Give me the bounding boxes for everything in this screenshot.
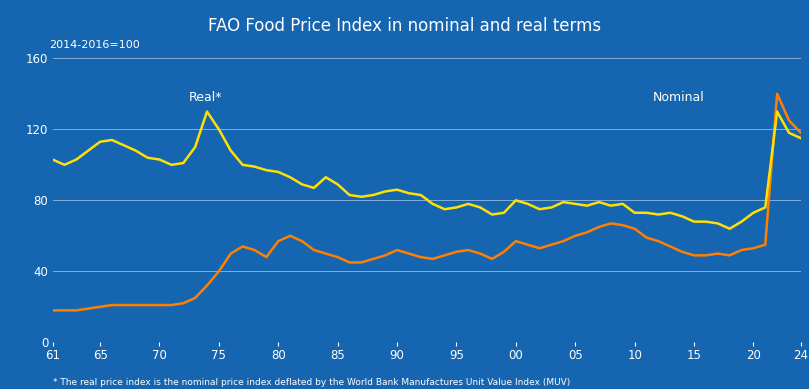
Text: 2014-2016=100: 2014-2016=100 xyxy=(49,40,140,50)
Text: Real*: Real* xyxy=(189,91,222,104)
Text: Nominal: Nominal xyxy=(652,91,704,104)
Text: * The real price index is the nominal price index deflated by the World Bank Man: * The real price index is the nominal pr… xyxy=(53,378,570,387)
Text: FAO Food Price Index in nominal and real terms: FAO Food Price Index in nominal and real… xyxy=(208,17,601,35)
